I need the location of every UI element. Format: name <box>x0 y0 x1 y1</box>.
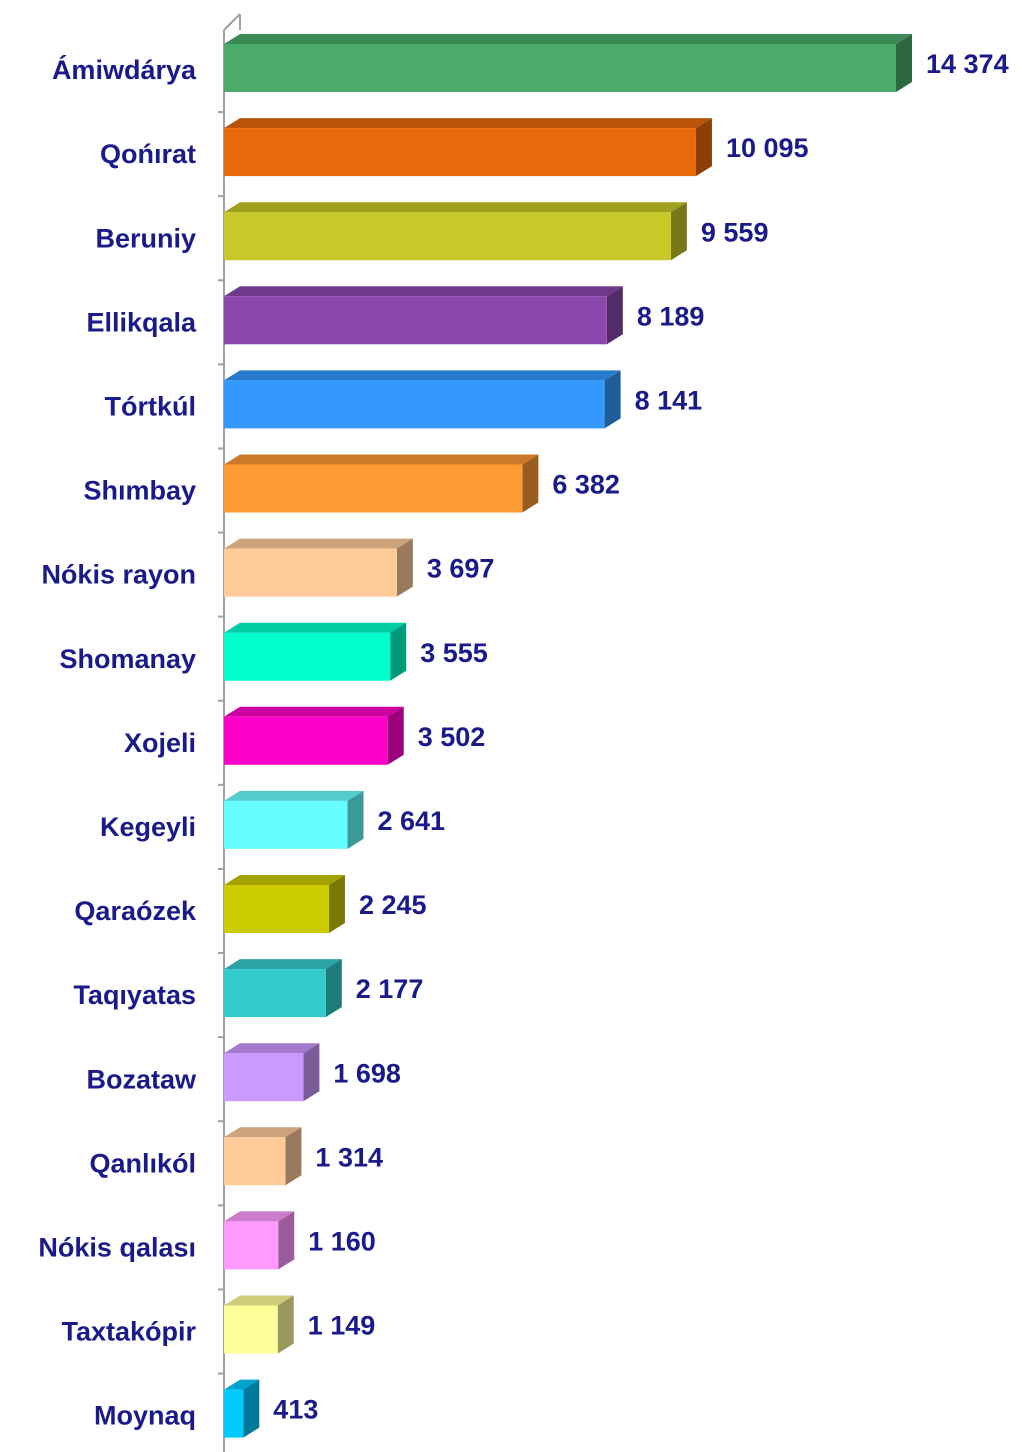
category-label: Kegeyli <box>100 812 196 842</box>
bar <box>224 1221 279 1270</box>
bar <box>224 296 607 345</box>
category-label: Taqıyatas <box>73 980 196 1010</box>
bar <box>224 380 605 429</box>
bar-top <box>224 1379 260 1390</box>
bar-top <box>224 286 623 297</box>
bar <box>224 1137 286 1186</box>
value-label: 3 555 <box>420 638 488 668</box>
category-label: Nókis qalası <box>38 1233 196 1263</box>
category-label: Tórtkúl <box>105 392 197 422</box>
bar <box>224 212 671 261</box>
bar <box>224 632 391 681</box>
category-label: Ámiwdárya <box>52 54 197 85</box>
category-label: Beruniy <box>95 223 196 253</box>
bar-side <box>695 118 712 177</box>
bar-top <box>224 34 912 44</box>
value-label: 1 314 <box>315 1142 383 1172</box>
category-label: Moynaq <box>94 1401 196 1431</box>
value-label: 3 502 <box>418 722 486 752</box>
bar-side <box>243 1379 260 1438</box>
bar-side <box>896 34 912 92</box>
bar-top <box>224 1127 302 1138</box>
bar-side <box>303 1043 320 1102</box>
bar-top <box>224 875 345 885</box>
bar-side <box>522 454 539 513</box>
bar-top <box>224 1211 295 1222</box>
bar <box>224 800 348 849</box>
bar-side <box>347 790 364 849</box>
category-label: Qanlıkól <box>89 1148 196 1178</box>
category-label: Ellikqala <box>86 307 197 337</box>
category-label: Xojeli <box>124 728 196 758</box>
bar-side <box>285 1127 302 1186</box>
bar-top <box>224 118 712 129</box>
bar-side <box>604 370 621 429</box>
category-label: Shomanay <box>59 644 196 674</box>
bar-top <box>224 959 342 970</box>
bar <box>224 464 523 513</box>
value-label: 413 <box>273 1395 318 1425</box>
value-label: 1 160 <box>308 1227 376 1257</box>
bar-top <box>224 1295 294 1306</box>
bar-top <box>224 454 539 465</box>
bar <box>224 44 896 92</box>
bar-side <box>278 1211 295 1270</box>
bar <box>224 885 329 933</box>
bar-side <box>606 286 623 345</box>
bar <box>224 1305 278 1354</box>
bar <box>224 969 326 1018</box>
bar <box>224 1389 244 1438</box>
value-label: 10 095 <box>726 133 809 163</box>
bar <box>224 128 696 177</box>
category-label: Qaraózek <box>74 896 197 926</box>
value-label: 14 374 <box>926 49 1009 79</box>
bar-top <box>224 622 407 633</box>
bar <box>224 716 388 765</box>
category-label: Shımbay <box>83 476 196 506</box>
bar-top <box>224 370 621 381</box>
bar-side <box>328 875 345 933</box>
bar-side <box>387 706 404 765</box>
bar-top <box>224 790 364 801</box>
value-label: 9 559 <box>701 217 769 247</box>
value-label: 8 141 <box>635 386 703 416</box>
bar-top <box>224 202 687 213</box>
category-label: Qońırat <box>100 139 196 169</box>
bar <box>224 548 397 597</box>
bar-top <box>224 1043 320 1054</box>
value-label: 8 189 <box>637 301 705 331</box>
value-label: 1 698 <box>333 1058 401 1088</box>
axis-wall-edge <box>223 13 241 31</box>
value-label: 2 641 <box>377 806 445 836</box>
bar-top <box>224 706 404 717</box>
bar-side <box>325 959 342 1018</box>
bar-side <box>277 1295 294 1354</box>
value-label: 1 149 <box>308 1311 376 1341</box>
bar-side <box>670 202 687 261</box>
value-label: 6 382 <box>552 470 620 500</box>
value-label: 2 245 <box>359 890 427 920</box>
bar <box>224 1053 304 1102</box>
bar-side <box>396 538 413 597</box>
category-label: Nókis rayon <box>41 560 196 590</box>
value-label: 3 697 <box>427 554 495 584</box>
category-label: Taxtakópir <box>61 1317 196 1347</box>
value-label: 2 177 <box>356 974 424 1004</box>
bar-top <box>224 538 413 549</box>
bar-side <box>390 622 407 681</box>
category-label: Bozataw <box>86 1064 197 1094</box>
